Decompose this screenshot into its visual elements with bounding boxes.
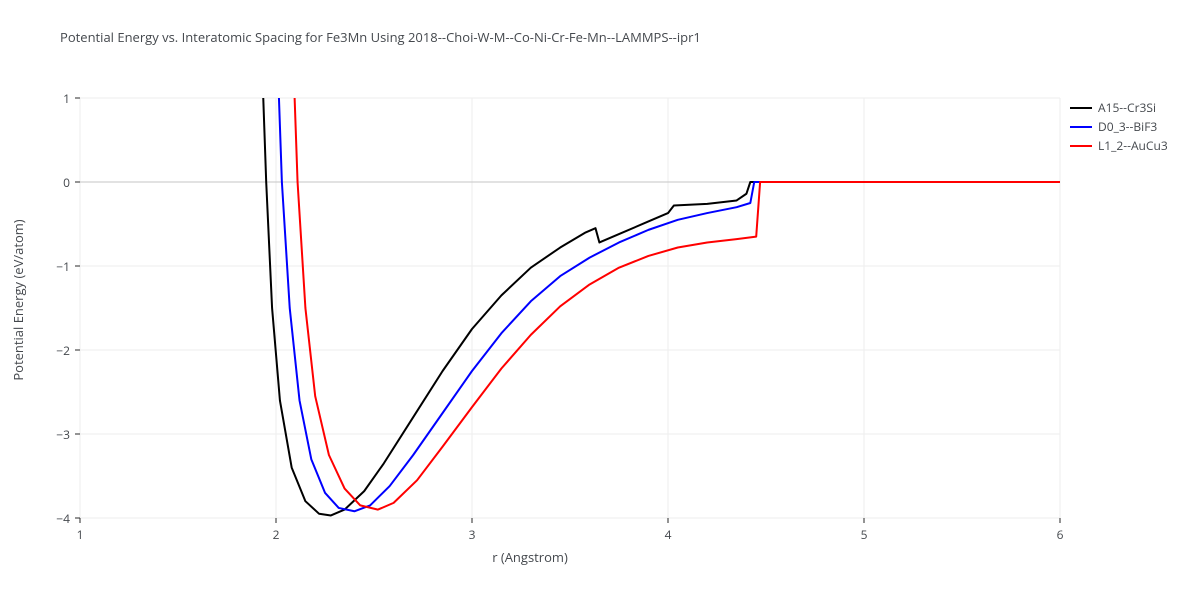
legend-label: L1_2--AuCu3	[1098, 137, 1168, 154]
x-tick-label: 3	[469, 526, 476, 543]
x-tick-label: 6	[1057, 526, 1064, 543]
legend[interactable]: A15--Cr3Si D0_3--BiF3 L1_2--AuCu3	[1070, 98, 1168, 155]
y-tick-label: 1	[63, 90, 70, 107]
legend-swatch	[1070, 145, 1092, 147]
x-tick-label: 1	[77, 526, 84, 543]
y-tick-label: −2	[56, 342, 70, 359]
plot-area[interactable]	[0, 0, 1200, 600]
x-tick-label: 2	[273, 526, 280, 543]
legend-swatch	[1070, 126, 1092, 128]
y-tick-label: −3	[56, 426, 70, 443]
y-tick-label: −1	[56, 258, 70, 275]
series-line[interactable]	[256, 0, 1060, 515]
series-line[interactable]	[272, 0, 1060, 511]
legend-swatch	[1070, 107, 1092, 109]
legend-item[interactable]: A15--Cr3Si	[1070, 98, 1168, 117]
x-tick-label: 4	[665, 526, 672, 543]
legend-label: A15--Cr3Si	[1098, 99, 1156, 116]
legend-item[interactable]: D0_3--BiF3	[1070, 117, 1168, 136]
chart-container: Potential Energy vs. Interatomic Spacing…	[0, 0, 1200, 600]
y-tick-label: −4	[56, 510, 70, 527]
y-tick-label: 0	[63, 174, 70, 191]
x-tick-label: 5	[861, 526, 868, 543]
legend-label: D0_3--BiF3	[1098, 118, 1157, 135]
legend-item[interactable]: L1_2--AuCu3	[1070, 136, 1168, 155]
